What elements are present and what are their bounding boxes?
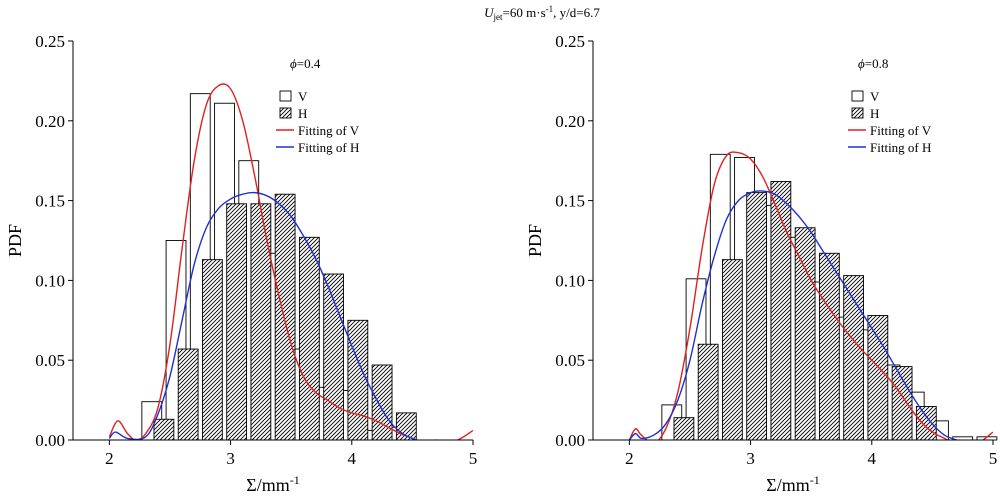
legend-item: V	[851, 89, 880, 104]
figure-title-superscript: -1	[546, 4, 554, 14]
condition-value: =0.8	[865, 56, 889, 71]
legend-item: Fitting of V	[276, 123, 360, 138]
legend-swatch-bar	[279, 90, 292, 102]
y-tick-label: 0.20	[35, 112, 65, 131]
bar-h	[177, 348, 199, 441]
bars	[141, 93, 417, 441]
legend-item: H	[851, 106, 879, 121]
y-tick-label: 0.25	[35, 32, 65, 51]
legend-label: Fitting of H	[870, 140, 931, 155]
legend-item: H	[279, 106, 307, 121]
bar-h	[746, 192, 768, 441]
bars	[661, 153, 998, 441]
x-axis-label: Σ/mm-1	[766, 473, 819, 495]
y-tick-label: 0.25	[555, 32, 585, 51]
bar-h	[697, 343, 719, 441]
bar-h	[347, 319, 369, 441]
fit-line-h	[628, 190, 957, 440]
y-tick-label: 0.15	[35, 192, 65, 211]
bar-h	[298, 236, 320, 441]
legend: VH Fitting of V Fitting of H	[848, 89, 932, 155]
bar-h	[915, 406, 937, 441]
figure-title-subscript: jet	[493, 12, 503, 22]
x-tick-label: 3	[226, 449, 235, 468]
x-tick-label: 2	[625, 449, 634, 468]
x-axis-label-superscript: -1	[810, 473, 820, 487]
x-tick-label: 2	[105, 449, 114, 468]
legend-item: Fitting of H	[848, 140, 931, 155]
figure-title: Ujet=60 m·s-1, y/d=6.7	[484, 4, 600, 22]
y-tick-label: 0.20	[555, 112, 585, 131]
x-axis-label: Σ/mm-1	[246, 473, 299, 495]
condition-value: =0.4	[297, 56, 321, 71]
legend-label: Fitting of V	[298, 123, 360, 138]
y-tick-label: 0.05	[35, 351, 65, 370]
condition-symbol: ϕ	[858, 56, 865, 71]
fit-line-v	[628, 151, 994, 440]
figure-title-middle: =60 m·s	[503, 5, 546, 20]
bar-h	[673, 417, 695, 441]
fit-line-v	[108, 83, 474, 440]
bar-h	[794, 227, 816, 441]
x-axis-label-main: Σ/mm	[246, 475, 289, 495]
bar-h	[201, 259, 223, 441]
chart-panel-left: 0.00 0.05 0.10 0.15 0.20 0.25 2 3 4 5 PDF Σ/mm-1 ϕ=0…	[5, 32, 477, 495]
legend-label: V	[870, 89, 880, 104]
bar-h	[371, 364, 393, 441]
fit-lines	[108, 83, 474, 440]
bar-h	[250, 203, 272, 441]
y-axis-label: PDF	[525, 224, 545, 257]
bar-h	[770, 180, 792, 441]
x-tick-label: 3	[746, 449, 755, 468]
y-tick-label: 0.05	[555, 351, 585, 370]
condition-label: ϕ=0.4	[290, 56, 321, 71]
chart-panel-right: 0.00 0.05 0.10 0.15 0.20 0.25 2 3 4 5 PDF Σ/mm-1 ϕ=0…	[525, 32, 998, 495]
x-axis-label-main: Σ/mm	[766, 475, 809, 495]
x-tick-label: 4	[348, 449, 357, 468]
y-tick-label: 0.10	[35, 271, 65, 290]
bar-h	[818, 252, 840, 441]
figure-title-rest: , y/d=6.7	[553, 5, 600, 20]
legend-swatch-bar	[279, 107, 292, 119]
bar-h	[226, 203, 248, 441]
bar-h	[722, 259, 743, 441]
legend-label: Fitting of H	[298, 140, 359, 155]
condition-symbol: ϕ	[290, 56, 297, 71]
x-tick-label: 4	[868, 449, 877, 468]
figure-title-main: U	[484, 5, 495, 20]
legend-item: Fitting of H	[276, 140, 359, 155]
y-axis-label: PDF	[5, 224, 25, 257]
y-tick-label: 0.15	[555, 192, 585, 211]
legend-label: Fitting of V	[870, 123, 932, 138]
bar-h	[867, 315, 889, 441]
legend-label: H	[298, 106, 307, 121]
legend-item: Fitting of V	[848, 123, 932, 138]
legend-swatch-bar	[851, 90, 864, 102]
legend-item: V	[279, 89, 308, 104]
bar-h	[153, 418, 175, 441]
y-tick-label: 0.10	[555, 271, 585, 290]
x-tick-label: 5	[469, 449, 478, 468]
y-tick-label: 0.00	[555, 431, 585, 450]
legend-label: H	[870, 106, 879, 121]
condition-label: ϕ=0.8	[858, 56, 888, 71]
x-axis-label-superscript: -1	[290, 473, 300, 487]
fit-lines	[628, 151, 994, 440]
x-tick-label: 5	[989, 449, 998, 468]
legend-label: V	[298, 89, 308, 104]
legend-swatch-bar	[851, 107, 864, 119]
bar-h	[274, 193, 296, 441]
fit-line-h	[108, 191, 437, 440]
legend: VH Fitting of V Fitting of H	[276, 89, 360, 155]
y-tick-label: 0.00	[35, 431, 65, 450]
